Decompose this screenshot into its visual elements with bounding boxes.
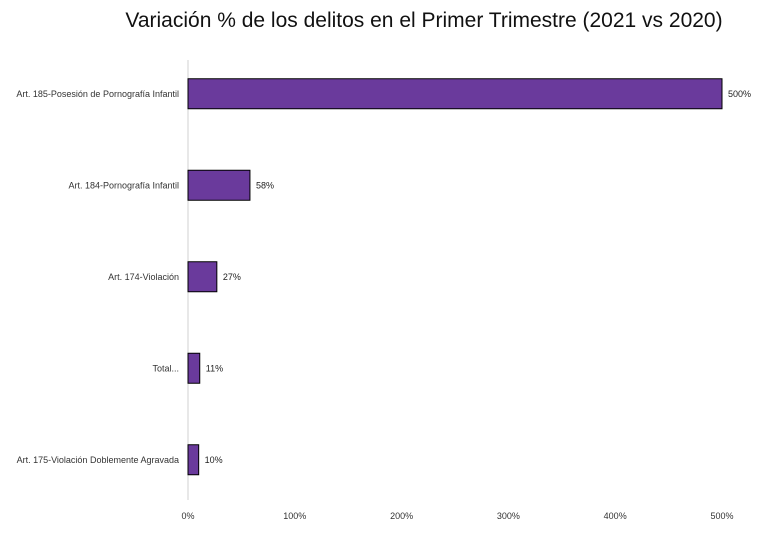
category-label: Art. 175-Violación Doblemente Agravada: [17, 455, 179, 465]
category-label: Art. 174-Violación: [108, 272, 179, 282]
x-tick-labels-group: 0% 100% 200% 300% 400% 500%: [181, 511, 733, 521]
bars-group: [187, 78, 723, 476]
data-label: 11%: [206, 363, 223, 373]
category-label: Total...: [152, 363, 179, 373]
data-label: 58%: [256, 180, 274, 190]
category-label: Art. 185-Posesión de Pornografía Infanti…: [16, 89, 179, 99]
x-tick-label: 200%: [390, 511, 413, 521]
x-tick-label: 0%: [181, 511, 194, 521]
bar-4: [187, 444, 200, 476]
x-tick-label: 500%: [710, 511, 733, 521]
x-tick-label: 300%: [497, 511, 520, 521]
bar-2: [187, 261, 218, 293]
bar-3: [187, 352, 201, 384]
x-tick-label: 400%: [604, 511, 627, 521]
chart-title: Variación % de los delitos en el Primer …: [125, 9, 722, 32]
x-tick-label: 100%: [283, 511, 306, 521]
bar-0: [187, 78, 723, 110]
data-labels-group: 500% 58% 27% 11% 10%: [205, 89, 751, 465]
data-label: 500%: [728, 89, 751, 99]
category-labels-group: Art. 185-Posesión de Pornografía Infanti…: [16, 89, 179, 465]
data-label: 10%: [205, 455, 223, 465]
data-label: 27%: [223, 272, 241, 282]
category-label: Art. 184-Pornografía Infantil: [68, 180, 179, 190]
bar-1: [187, 169, 251, 201]
